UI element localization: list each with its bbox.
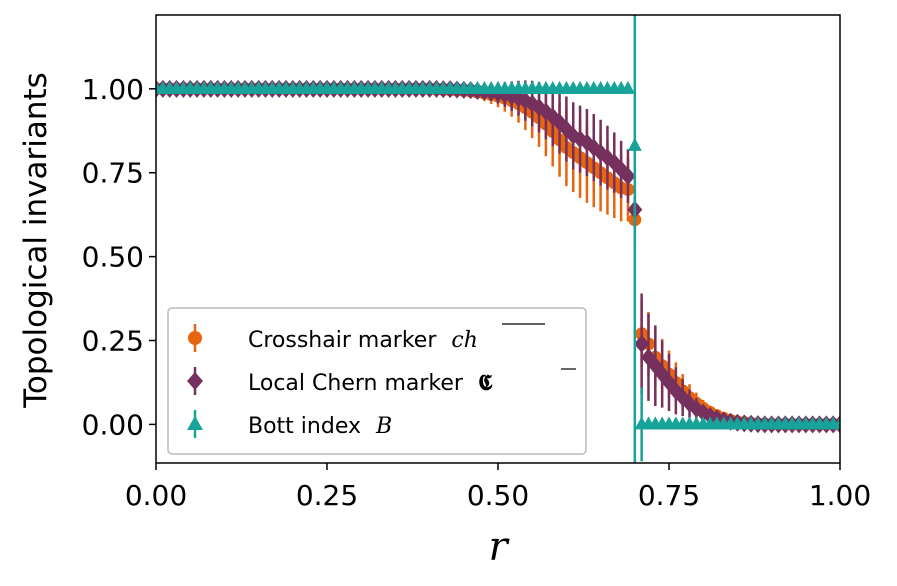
plot-area (156, 15, 840, 463)
legend-box (167, 307, 587, 455)
data-point-triangle (620, 80, 635, 94)
x-tick-label: 0.25 (296, 479, 358, 512)
data-point-diamond (634, 334, 650, 353)
y-tick-label: 0.50 (82, 241, 144, 274)
legend-item-chern: Local Chern marker 𝕮 (187, 367, 576, 396)
legend-label-chern: Local Chern marker 𝕮 (248, 370, 493, 396)
x-tick-label: 0.75 (638, 479, 700, 512)
y-axis-title: Topological invariants (18, 72, 54, 409)
x-tick-label: 0.00 (125, 479, 187, 512)
legend-item-bott: Bott index B (187, 410, 392, 439)
y-tick-label: 0.75 (82, 157, 144, 190)
y-tick-label: 0.25 (82, 325, 144, 358)
y-tick-label: 1.00 (82, 73, 144, 106)
legend-math-chern: 𝕮 (478, 370, 493, 396)
legend-math-ch: ch (451, 328, 478, 353)
y-tick-label: 0.00 (82, 408, 144, 441)
legend-label-crosshair: Crosshair marker ch (248, 328, 478, 353)
legend-item-crosshair: Crosshair marker ch (188, 323, 545, 353)
series-layer (156, 15, 840, 463)
series-triangle (156, 15, 840, 463)
legend: Crosshair marker ch Local Chern marker 𝕮… (167, 307, 587, 455)
x-tick-label: 0.50 (467, 479, 529, 512)
legend-math-b: B (375, 414, 392, 439)
data-point-diamond (620, 167, 636, 186)
data-point-triangle (627, 137, 642, 151)
ticks-layer: 0.00 0.25 0.50 0.75 1.00 0.00 0.25 0.50 0.75 1.00 (82, 73, 872, 512)
data-point-diamond (552, 113, 568, 132)
legend-diamond-marker (187, 372, 203, 390)
legend-circle-marker (188, 331, 202, 345)
x-axis-title: r (488, 524, 510, 570)
legend-triangle-marker (187, 416, 203, 430)
x-tick-label: 1.00 (809, 479, 871, 512)
legend-label-bott: Bott index B (248, 414, 392, 439)
data-point-triangle (833, 416, 840, 430)
